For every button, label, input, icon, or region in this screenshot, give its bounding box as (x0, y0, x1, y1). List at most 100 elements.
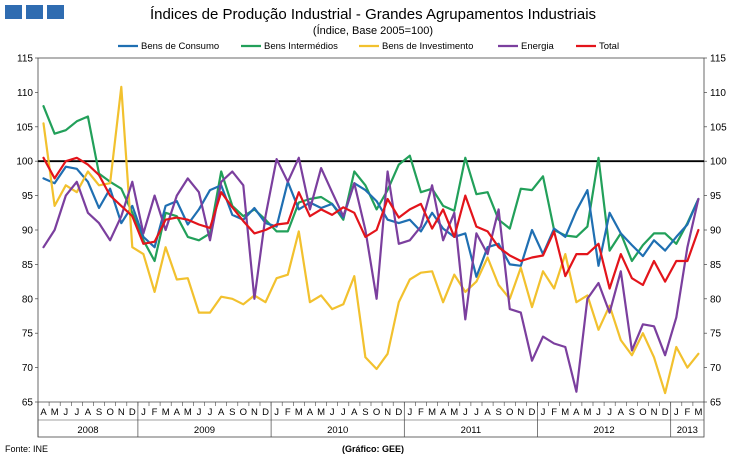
x-month-label: J (141, 407, 146, 418)
x-month-label: S (362, 407, 368, 418)
x-month-label: F (285, 407, 291, 418)
x-month-label: N (517, 407, 524, 418)
series-line-bens-de-investimento (42, 85, 700, 395)
x-month-label: A (618, 407, 625, 418)
logo-square-1 (5, 5, 22, 19)
y-tick-label-right: 90 (710, 226, 722, 237)
series-line-energia (42, 156, 700, 393)
y-tick-label-left: 105 (16, 122, 33, 133)
x-month-label: J (197, 407, 202, 418)
x-month-label: A (440, 407, 447, 418)
x-month-label: J (407, 407, 412, 418)
logo-square-3 (47, 5, 64, 19)
x-month-label: J (607, 407, 612, 418)
x-month-label: A (484, 407, 491, 418)
x-month-label: F (152, 407, 158, 418)
x-month-label: A (573, 407, 580, 418)
x-month-label: M (295, 407, 303, 418)
x-month-label: J (63, 407, 68, 418)
legend-label: Bens Intermédios (264, 41, 338, 52)
y-tick-label-right: 70 (710, 363, 722, 374)
x-year-label: 2013 (677, 425, 698, 436)
y-tick-label-right: 95 (710, 191, 722, 202)
x-month-label: O (373, 407, 380, 418)
x-month-label: M (317, 407, 325, 418)
chart-axes: 65 65 70 70 75 75 80 80 85 85 90 90 95 95 100 100 105 105… (16, 54, 727, 438)
x-month-label: D (662, 407, 669, 418)
x-month-label: J (208, 407, 213, 418)
chart-subtitle: (Índice, Base 2005=100) (312, 25, 434, 37)
x-month-label: A (40, 407, 47, 418)
chart-title: Índices de Produção Industrial - Grandes… (149, 6, 597, 23)
logo-square-2 (26, 5, 43, 19)
y-tick-label-right: 110 (710, 88, 726, 99)
chart-legend: Bens de Consumo Bens Intermédios Bens de I… (118, 41, 619, 52)
x-month-label: F (684, 407, 690, 418)
x-year-label: 2011 (461, 425, 481, 436)
plot-frame (37, 57, 705, 438)
x-month-label: M (561, 407, 569, 418)
x-month-label: J (74, 407, 79, 418)
x-year-label: 2008 (77, 425, 98, 436)
x-month-label: D (129, 407, 136, 418)
x-year-label: 2009 (194, 425, 215, 436)
x-month-label: A (85, 407, 92, 418)
x-month-label: J (596, 407, 601, 418)
y-tick-label-right: 80 (710, 294, 722, 305)
y-tick-label-right: 105 (710, 122, 727, 133)
x-month-label: J (330, 407, 335, 418)
y-tick-label-left: 115 (17, 54, 33, 65)
x-month-label: D (262, 407, 269, 418)
x-month-label: M (450, 407, 458, 418)
legend-label: Total (599, 41, 619, 52)
legend-label: Bens de Consumo (141, 41, 219, 52)
y-tick-label-left: 80 (22, 294, 34, 305)
legend-label: Bens de Investimento (382, 41, 473, 52)
y-tick-label-right: 65 (710, 398, 722, 409)
series-line-bens-de-consumo (42, 165, 700, 278)
x-month-label: D (395, 407, 402, 418)
x-month-label: N (384, 407, 391, 418)
x-month-label: M (428, 407, 436, 418)
y-tick-label-left: 110 (17, 88, 33, 99)
x-month-label: O (240, 407, 247, 418)
x-month-label: S (629, 407, 635, 418)
x-month-label: N (651, 407, 658, 418)
y-tick-label-right: 85 (710, 260, 722, 271)
y-tick-label-left: 70 (22, 363, 34, 374)
x-month-label: A (307, 407, 314, 418)
x-month-label: N (118, 407, 125, 418)
x-month-label: J (541, 407, 546, 418)
legend-label: Energia (521, 41, 554, 52)
x-month-label: O (639, 407, 646, 418)
x-month-label: J (463, 407, 468, 418)
y-tick-label-right: 100 (710, 157, 727, 168)
x-month-label: D (529, 407, 536, 418)
x-month-label: O (506, 407, 513, 418)
x-month-label: N (251, 407, 258, 418)
y-tick-label-right: 75 (710, 329, 722, 340)
x-month-label: A (351, 407, 358, 418)
x-month-label: S (96, 407, 102, 418)
x-month-label: S (229, 407, 235, 418)
x-month-label: J (674, 407, 679, 418)
x-month-label: O (106, 407, 113, 418)
credit-note: (Gráfico: GEE) (341, 444, 404, 454)
y-tick-label-left: 95 (22, 191, 34, 202)
x-month-label: J (274, 407, 279, 418)
source-note: Fonte: INE (5, 444, 49, 454)
x-month-label: S (495, 407, 501, 418)
x-month-label: M (583, 407, 591, 418)
x-month-label: A (218, 407, 225, 418)
x-year-label: 2010 (327, 425, 348, 436)
series-line-bens-interm-dios (42, 105, 700, 263)
y-tick-label-left: 100 (16, 157, 33, 168)
y-tick-label-left: 90 (22, 226, 34, 237)
x-year-label: 2012 (594, 425, 615, 436)
y-tick-label-left: 85 (22, 260, 34, 271)
x-month-label: J (341, 407, 346, 418)
x-month-label: M (51, 407, 59, 418)
x-month-label: A (174, 407, 181, 418)
x-month-label: M (184, 407, 192, 418)
